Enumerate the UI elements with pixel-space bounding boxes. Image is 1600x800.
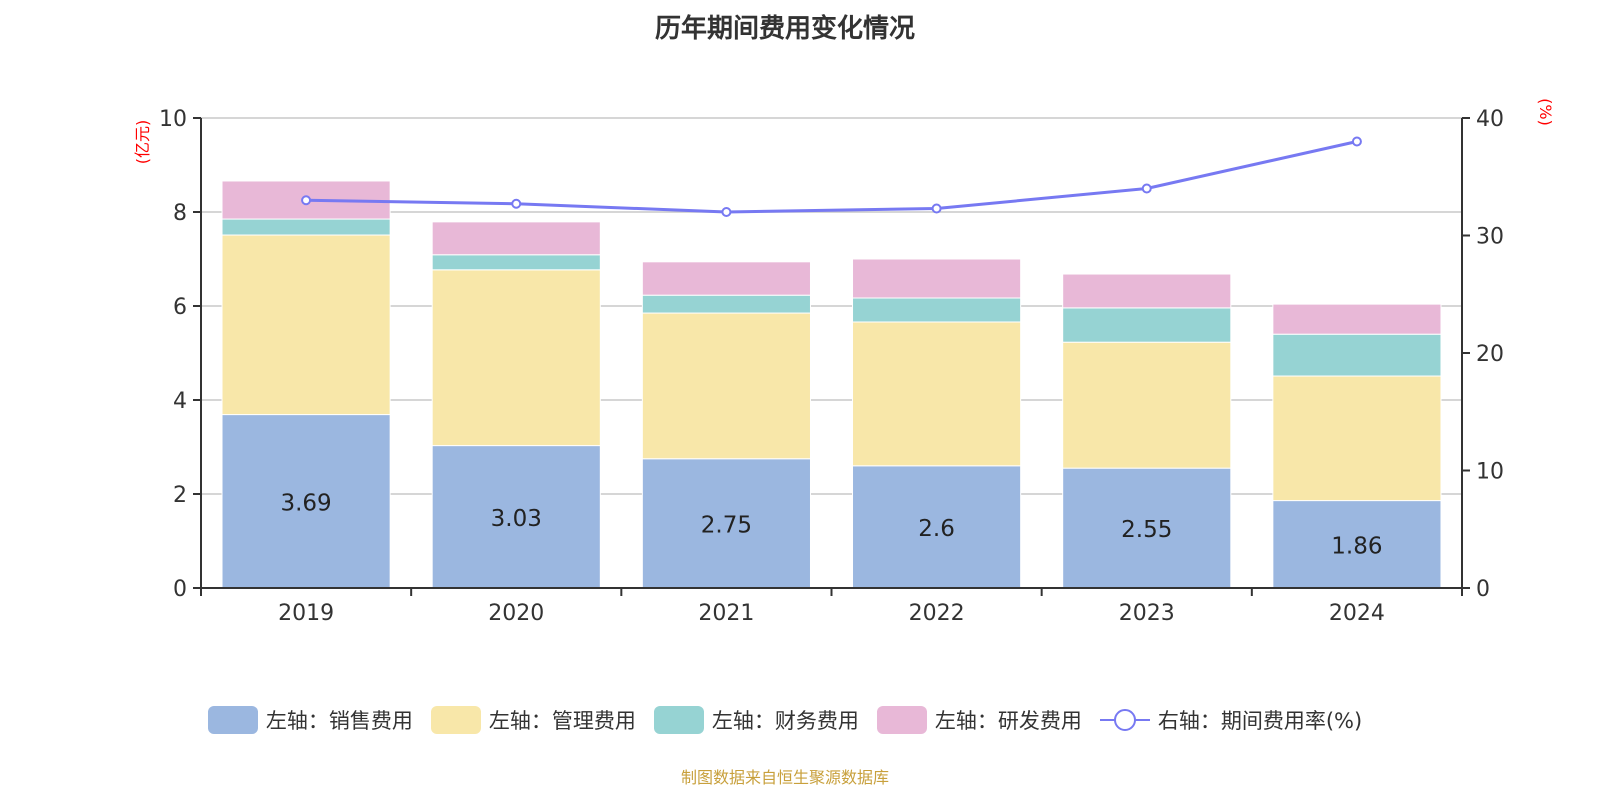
bar-segment xyxy=(1062,307,1232,343)
legend-swatch xyxy=(653,706,704,734)
legend-item[interactable]: 左轴：研发费用 xyxy=(876,705,1082,735)
bar-segment xyxy=(431,445,601,589)
rate-point xyxy=(301,195,312,206)
legend-swatch xyxy=(430,706,481,734)
bar-segment xyxy=(1272,375,1442,502)
legend-item[interactable]: 右轴：期间费用率(%) xyxy=(1099,705,1363,735)
bar-segment xyxy=(1062,273,1232,309)
right-axis-label: (%) xyxy=(1536,98,1555,126)
bar-segment xyxy=(221,218,391,236)
x-tick-label: 2021 xyxy=(698,601,754,626)
bar-segment xyxy=(431,221,601,256)
right-tick-label: 40 xyxy=(1476,107,1504,132)
legend-item[interactable]: 左轴：管理费用 xyxy=(430,705,636,735)
left-tick-label: 4 xyxy=(173,389,187,414)
rate-point xyxy=(1351,136,1362,147)
x-tick-label: 2024 xyxy=(1329,601,1385,626)
right-tick-label: 20 xyxy=(1476,342,1504,367)
bar-value-label: 1.86 xyxy=(1331,533,1382,559)
bar-value-label: 2.55 xyxy=(1121,517,1172,543)
legend-line-circle-icon xyxy=(1099,709,1150,731)
legend-item[interactable]: 左轴：财务费用 xyxy=(653,705,859,735)
right-tick-label: 10 xyxy=(1476,460,1504,485)
x-tick-label: 2020 xyxy=(488,601,544,626)
left-tick-label: 2 xyxy=(173,483,187,508)
bar-value-label: 2.75 xyxy=(701,512,752,538)
legend-label: 右轴：期间费用率(%) xyxy=(1157,709,1363,733)
x-tick-label: 2019 xyxy=(278,601,334,626)
legend: 左轴：销售费用 左轴：管理费用 左轴：财务费用 左轴：研发费用 右轴：期间费用率(%) xyxy=(0,705,1570,735)
left-tick-label: 10 xyxy=(159,107,187,132)
legend-label: 左轴：管理费用 xyxy=(488,709,636,733)
bar-value-label: 3.69 xyxy=(280,490,331,516)
bar-segment xyxy=(641,312,811,460)
rate-point xyxy=(721,207,732,217)
source-note: 制图数据来自恒生聚源数据库 xyxy=(680,768,889,787)
bar-segment xyxy=(852,321,1022,467)
rate-line xyxy=(306,140,1358,214)
bar-segment xyxy=(1272,500,1442,589)
legend-label: 左轴：研发费用 xyxy=(934,709,1082,733)
bar-segment xyxy=(852,258,1022,299)
rate-point xyxy=(1141,183,1152,194)
bar-segment xyxy=(431,254,601,271)
rate-point xyxy=(931,203,942,214)
bar-segment xyxy=(641,294,811,314)
bar-value-label: 2.6 xyxy=(918,516,955,542)
rate-point xyxy=(511,198,522,209)
bar-segment xyxy=(641,261,811,296)
legend-swatch xyxy=(207,706,258,734)
legend-item[interactable]: 左轴：销售费用 xyxy=(207,705,413,735)
left-tick-label: 0 xyxy=(173,577,187,602)
bar-segment xyxy=(1272,333,1442,377)
legend-label: 左轴：销售费用 xyxy=(265,709,413,733)
chart-plot: 0 2 4 6 8 10 0 10 20 30 40 (亿元) (%) 3.69 2019 3.03 2020 2… xyxy=(133,98,1555,626)
left-axis-label: (亿元) xyxy=(133,120,152,165)
x-tick-label: 2023 xyxy=(1119,601,1175,626)
right-tick-label: 30 xyxy=(1476,225,1504,250)
legend-label: 左轴：财务费用 xyxy=(711,709,859,733)
bar-segment xyxy=(221,234,391,416)
bar-segment xyxy=(1062,341,1232,469)
bar-segment xyxy=(852,465,1022,589)
bar-segment xyxy=(431,269,601,447)
chart-title: 历年期间费用变化情况 xyxy=(654,14,915,44)
right-tick-label: 0 xyxy=(1476,577,1490,602)
bar-value-label: 3.03 xyxy=(491,506,542,532)
x-tick-label: 2022 xyxy=(909,601,965,626)
bar-segment xyxy=(641,458,811,589)
left-tick-label: 6 xyxy=(173,295,187,320)
bar-segment xyxy=(852,297,1022,323)
bar-segment xyxy=(1272,303,1442,335)
legend-swatch xyxy=(876,706,927,734)
left-tick-label: 8 xyxy=(173,201,187,226)
